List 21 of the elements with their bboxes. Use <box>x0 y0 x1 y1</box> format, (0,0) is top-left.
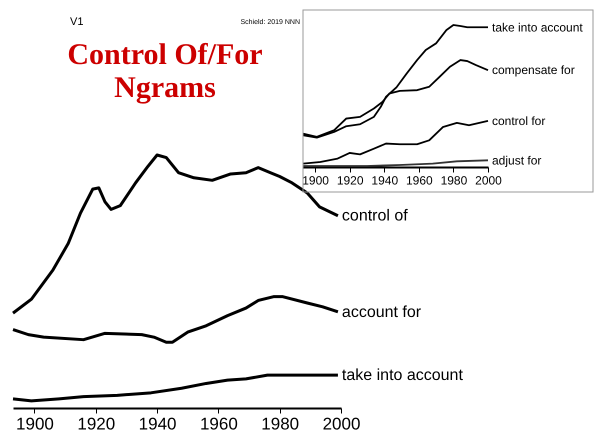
chart-title: Control Of/For Ngrams <box>67 38 263 104</box>
x-tick-label: 1980 <box>440 174 468 188</box>
series-label: adjust for <box>492 153 542 168</box>
series-label: control for <box>492 114 546 128</box>
x-tick-label: 1960 <box>200 414 238 434</box>
x-tick-label: 2000 <box>322 414 360 434</box>
x-tick-label: 1980 <box>261 414 300 434</box>
series-label: account for <box>342 304 422 321</box>
x-tick-label: 1920 <box>77 414 116 434</box>
x-tick-label: 1920 <box>336 174 364 188</box>
x-tick-label: 1960 <box>406 174 434 188</box>
series-label: take into account <box>492 20 584 34</box>
x-tick-label: 2000 <box>475 174 502 188</box>
series-label: compensate for <box>492 63 575 78</box>
x-tick-label: 1900 <box>302 174 330 188</box>
series-label: control of <box>342 208 408 225</box>
x-tick-label: 1900 <box>16 414 54 434</box>
x-tick-label: 1940 <box>138 414 176 434</box>
series-label: take into account <box>342 367 464 384</box>
text: V1 <box>70 16 84 28</box>
x-tick-label: 1940 <box>371 174 398 188</box>
